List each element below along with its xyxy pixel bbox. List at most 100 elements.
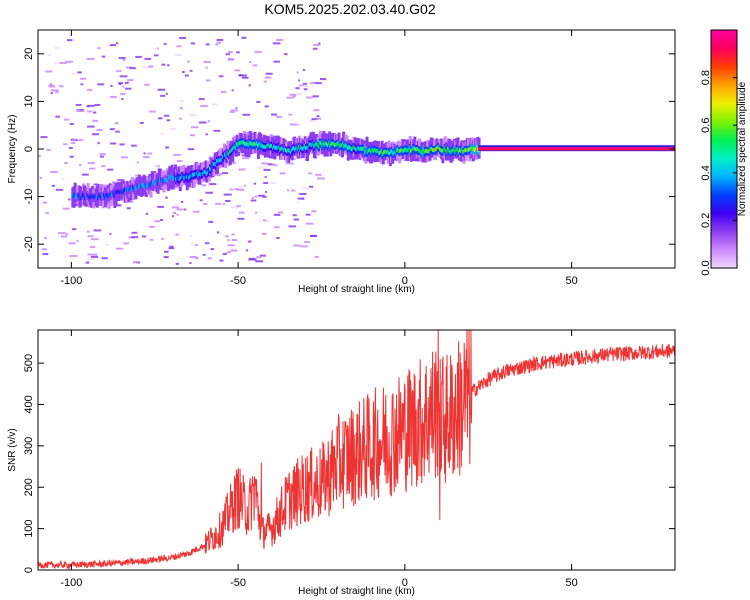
ridge-core <box>408 145 411 150</box>
noise-speckle <box>238 211 245 214</box>
ridge-core <box>210 167 213 172</box>
ridge-core <box>421 150 424 155</box>
noise-speckle <box>101 206 110 209</box>
noise-speckle <box>293 218 299 221</box>
noise-speckle <box>213 129 221 132</box>
noise-speckle <box>158 117 163 120</box>
ridge-core <box>338 143 341 148</box>
noise-speckle <box>236 205 241 208</box>
snr-xtick-label: -50 <box>230 577 246 589</box>
ridge-core <box>212 162 215 167</box>
ridge-core <box>444 148 448 153</box>
ridge-core <box>290 148 293 153</box>
ridge-core <box>268 144 271 149</box>
noise-speckle <box>309 120 317 123</box>
ridge-core <box>283 146 286 151</box>
noise-speckle <box>69 254 78 257</box>
noise-speckle <box>223 193 232 196</box>
noise-speckle <box>97 83 105 86</box>
ridge-core <box>414 147 417 152</box>
ridge-core <box>420 150 423 155</box>
ridge-core <box>378 150 381 155</box>
noise-speckle <box>305 213 311 216</box>
noise-speckle <box>71 142 76 145</box>
noise-speckle <box>211 103 218 106</box>
ridge-core <box>231 147 234 152</box>
noise-speckle <box>305 222 314 225</box>
noise-speckle <box>259 254 266 257</box>
noise-speckle <box>175 262 180 265</box>
ridge-core <box>227 152 230 157</box>
noise-speckle <box>263 181 269 184</box>
ridge-core <box>116 189 120 194</box>
ridge-core <box>439 147 442 152</box>
noise-speckle <box>97 142 100 145</box>
noise-speckle <box>289 93 297 96</box>
ridge-core <box>270 143 274 148</box>
ridge-core <box>274 145 277 150</box>
noise-speckle <box>114 122 119 125</box>
ridge-core <box>427 149 430 154</box>
ridge-core <box>312 144 316 149</box>
ridge-core <box>442 148 445 153</box>
ridge-core <box>233 144 236 149</box>
noise-speckle <box>144 57 152 60</box>
snr-xlabel: Height of straight line (km) <box>298 586 415 597</box>
noise-speckle <box>274 164 278 167</box>
ridge-core <box>78 192 81 197</box>
spectrogram-xlabel: Height of straight line (km) <box>298 284 415 295</box>
noise-speckle <box>47 53 52 56</box>
ridge-core <box>381 152 385 157</box>
snr-ytick-label: 400 <box>23 395 35 413</box>
noise-speckle <box>116 70 122 73</box>
ridge-core <box>456 147 459 152</box>
ridge-core <box>239 140 242 145</box>
ridge-core <box>254 142 257 147</box>
ridge-core <box>315 141 318 146</box>
ridge-core <box>133 187 136 192</box>
noise-speckle <box>169 245 174 248</box>
noise-speckle <box>205 242 210 245</box>
ridge-core <box>183 176 186 181</box>
noise-speckle <box>215 202 222 205</box>
noise-speckle <box>119 143 125 146</box>
noise-speckle <box>201 184 207 187</box>
noise-speckle <box>39 177 43 180</box>
snr-series-line <box>38 330 675 570</box>
ridge-core <box>319 140 323 145</box>
noise-speckle <box>190 134 196 137</box>
noise-speckle <box>205 66 208 69</box>
ridge-core <box>109 192 113 197</box>
ridge-core <box>464 148 467 153</box>
noise-speckle <box>292 95 296 98</box>
spectrogram-plot-area <box>38 36 675 265</box>
noise-speckle <box>160 133 164 136</box>
noise-speckle <box>216 174 221 177</box>
noise-speckle <box>208 220 214 223</box>
noise-speckle <box>71 139 77 142</box>
ridge-core <box>163 177 166 182</box>
ridge-core <box>137 184 141 189</box>
noise-speckle <box>44 237 48 240</box>
noise-speckle <box>90 238 99 241</box>
ridge-core <box>76 195 79 200</box>
snr-ylabel: SNR (v/v) <box>7 428 18 471</box>
noise-speckle <box>258 220 262 223</box>
ridge-core <box>454 149 457 154</box>
ridge-core <box>362 146 365 151</box>
noise-speckle <box>287 189 290 192</box>
noise-speckle <box>300 245 308 248</box>
noise-speckle <box>93 111 97 114</box>
noise-speckle <box>174 203 179 206</box>
ridge-core <box>376 148 379 153</box>
noise-speckle <box>187 148 195 151</box>
ridge-core <box>284 148 288 153</box>
spectrogram-ytick-label: -10 <box>23 189 35 205</box>
ridge-core <box>357 145 360 150</box>
ridge-core <box>235 142 239 147</box>
ridge-core <box>122 189 125 194</box>
noise-speckle <box>266 220 270 223</box>
ridge-core <box>455 147 458 152</box>
ridge-core <box>269 143 272 148</box>
noise-speckle <box>50 89 59 92</box>
